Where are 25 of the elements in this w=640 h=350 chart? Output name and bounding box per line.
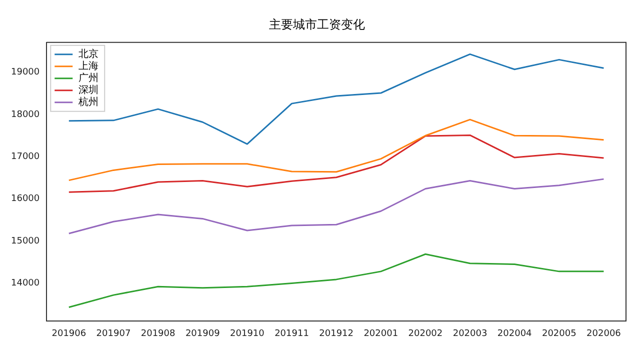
x-tick-label: 202006	[586, 328, 622, 339]
x-tick-label: 202004	[497, 328, 532, 339]
legend-label: 杭州	[78, 96, 99, 108]
legend-label: 北京	[78, 48, 99, 60]
x-tick-label: 201906	[52, 328, 86, 339]
x-tick-label: 201908	[140, 328, 176, 339]
legend-label: 广州	[78, 72, 99, 84]
x-tick-label: 201907	[96, 328, 131, 339]
y-tick-label: 16000	[10, 194, 40, 204]
x-tick-label: 202003	[452, 328, 488, 339]
legend-label: 上海	[78, 60, 99, 72]
x-tick-label: 202005	[542, 328, 576, 339]
x-tick-label: 201909	[185, 328, 220, 339]
x-tick-label: 201911	[274, 328, 309, 339]
x-tick-label: 201910	[230, 328, 265, 339]
legend-label: 深圳	[78, 84, 99, 96]
x-tick-label: 202002	[408, 328, 443, 339]
x-tick-label: 201912	[319, 328, 354, 339]
x-tick-label: 202001	[364, 328, 398, 339]
y-tick-label: 18000	[10, 110, 40, 120]
y-tick-label: 17000	[10, 152, 40, 162]
chart-title: 主要城市工资变化	[269, 17, 365, 32]
y-tick-label: 19000	[10, 68, 40, 78]
y-tick-label: 15000	[10, 236, 40, 246]
y-tick-label: 14000	[10, 278, 40, 289]
